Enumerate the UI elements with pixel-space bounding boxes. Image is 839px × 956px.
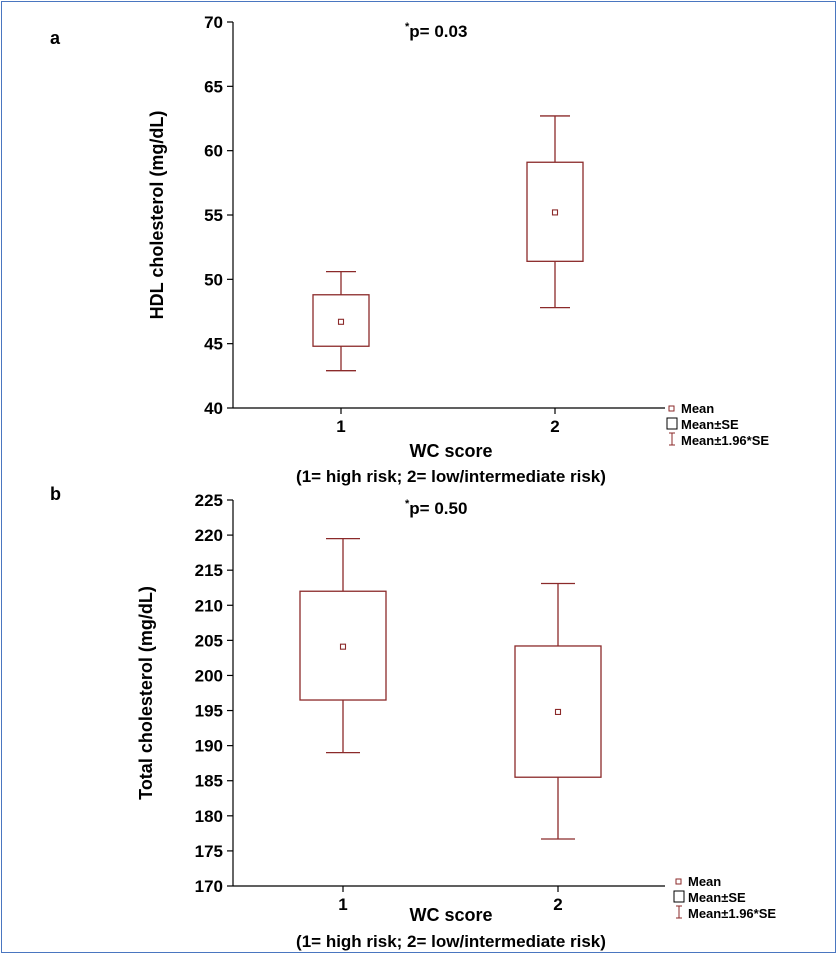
panel-b-y-tick-label: 170 xyxy=(195,877,223,896)
panel-a-x-tick-label: 2 xyxy=(550,417,559,436)
panel-b-y-tick-label: 180 xyxy=(195,807,223,826)
panel-a-label: a xyxy=(50,28,61,48)
panel-a-legend-label: Mean±1.96*SE xyxy=(681,433,769,448)
panel-b-y-tick-label: 220 xyxy=(195,526,223,545)
panel-b-y-tick-label: 195 xyxy=(195,702,223,721)
panel-b-y-tick-label: 225 xyxy=(195,491,223,510)
panel-b-legend-mean-symbol xyxy=(675,878,682,885)
panel-b-y-tick-label: 190 xyxy=(195,737,223,756)
panel-a-x-tick-label: 1 xyxy=(336,417,345,436)
panel-b-se-box xyxy=(299,590,387,701)
panel-b-x-axis-label: WC score xyxy=(409,905,492,925)
panel-b-mean-point xyxy=(339,643,347,650)
panel-a-y-tick-label: 60 xyxy=(204,142,223,161)
panel-a-y-tick-label: 40 xyxy=(204,399,223,418)
panel-a-y-tick-label: 55 xyxy=(204,206,223,225)
panel-b-y-tick-label: 215 xyxy=(195,561,223,580)
panel-b-x-tick-label: 1 xyxy=(338,895,347,914)
panel-b-y-tick-label: 175 xyxy=(195,842,223,861)
panel-b-label: b xyxy=(50,484,61,504)
panel-b-p-value-annotation: *p= 0.50 xyxy=(405,498,467,518)
panel-a-y-tick-label: 50 xyxy=(204,270,223,289)
panel-b-legend-label: Mean±1.96*SE xyxy=(688,906,776,921)
panel-b-x-axis-sublabel: (1= high risk; 2= low/intermediate risk) xyxy=(296,932,606,951)
panel-b-legend-se-symbol xyxy=(673,890,685,903)
panel-a-mean-point xyxy=(337,318,345,325)
panel-a-p-value-annotation: *p= 0.03 xyxy=(405,21,467,41)
panel-a-legend-se-symbol xyxy=(666,417,678,430)
panel-b-y-axis-label: Total cholesterol (mg/dL) xyxy=(136,586,156,800)
panel-a-y-tick-label: 45 xyxy=(204,335,223,354)
panel-a-legend-mean-symbol xyxy=(668,405,675,412)
panel-a-se-box xyxy=(312,294,370,347)
panel-b-y-tick-label: 185 xyxy=(195,772,223,791)
panel-b-legend-label: Mean xyxy=(688,874,721,889)
panel-a-se-box xyxy=(526,161,584,262)
panel-a-y-axis-label: HDL cholesterol (mg/dL) xyxy=(147,111,167,320)
panel-b-y-tick-label: 200 xyxy=(195,666,223,685)
panel-b-se-box xyxy=(514,645,602,778)
panel-b-legend-label: Mean±SE xyxy=(688,890,746,905)
panel-a-mean-point xyxy=(551,209,559,216)
panel-a-legend-label: Mean xyxy=(681,401,714,416)
panel-b-y-tick-label: 210 xyxy=(195,596,223,615)
panel-b-y-tick-label: 205 xyxy=(195,631,223,650)
panel-a-x-axis-label: WC score xyxy=(409,441,492,461)
panel-a-y-tick-label: 65 xyxy=(204,77,223,96)
panel-a-x-axis-sublabel: (1= high risk; 2= low/intermediate risk) xyxy=(296,467,606,486)
panel-a-y-tick-label: 70 xyxy=(204,13,223,32)
panel-b-x-tick-label: 2 xyxy=(553,895,562,914)
panel-b-mean-point xyxy=(554,708,562,715)
panel-a-legend-label: Mean±SE xyxy=(681,417,739,432)
